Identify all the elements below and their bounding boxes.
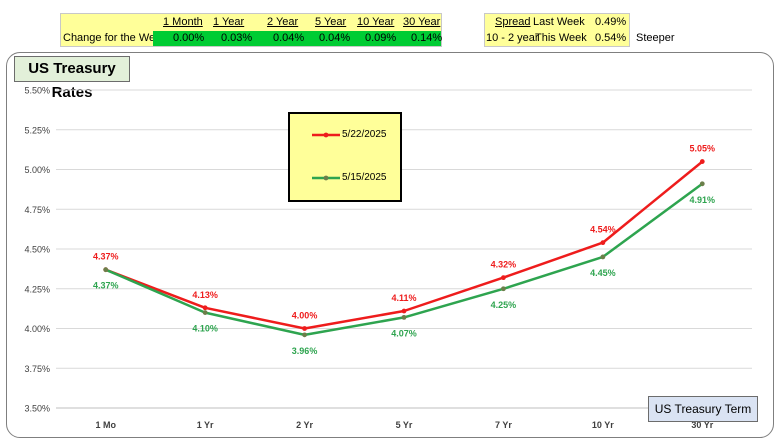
- x-tick-label: 5 Yr: [396, 420, 413, 430]
- col-header-5-year: 5 Year: [315, 16, 347, 28]
- data-point-series-1: [600, 240, 606, 246]
- data-point-series-2: [699, 181, 705, 187]
- y-tick-label: 4.75%: [24, 205, 50, 215]
- data-label-series-1: 4.11%: [391, 293, 416, 303]
- week-change-row-label: Change for the Week:: [63, 32, 170, 44]
- col-header-30-year: 30 Year: [403, 16, 441, 28]
- data-point-series-1: [202, 305, 208, 311]
- value-5-year: 0.04%: [319, 32, 351, 44]
- y-tick-label: 3.75%: [24, 364, 50, 374]
- legend-label-series-2: 5/15/2025: [342, 172, 387, 183]
- data-label-series-1: 4.13%: [192, 290, 218, 300]
- x-axis-categories: 1 Mo 1 Yr 2 Yr 5 Yr 7 Yr 10 Yr 30 Yr: [95, 420, 713, 430]
- data-label-series-1: 4.37%: [93, 252, 119, 262]
- spread-last-week-value: 0.49%: [595, 16, 627, 28]
- legend: 5/22/2025 5/15/2025: [288, 112, 402, 202]
- data-label-series-2: 4.07%: [391, 328, 417, 338]
- y-tick-label: 5.25%: [24, 125, 50, 135]
- data-point-series-2: [202, 310, 208, 315]
- spread-this-week-value: 0.54%: [595, 32, 627, 44]
- col-header-2-year: 2 Year: [267, 16, 299, 28]
- legend-marker-series-2: [323, 175, 329, 181]
- value-1-year: 0.03%: [221, 32, 253, 44]
- value-2-year: 0.04%: [273, 32, 305, 44]
- x-tick-label: 1 Mo: [95, 420, 116, 430]
- data-label-series-2: 4.10%: [192, 324, 218, 334]
- x-tick-label: 7 Yr: [495, 420, 512, 430]
- y-tick-label: 4.00%: [24, 324, 50, 334]
- spread-label: 10 - 2 year: [486, 32, 539, 44]
- spread-header: Spread: [495, 16, 531, 28]
- col-header-10-year: 10 Year: [357, 16, 395, 28]
- value-10-year: 0.09%: [365, 32, 397, 44]
- data-point-series-1: [699, 159, 705, 164]
- legend-marker-series-1: [323, 132, 329, 138]
- data-point-series-2: [103, 267, 109, 273]
- data-label-series-1: 4.00%: [292, 311, 318, 321]
- data-point-series-2: [401, 314, 407, 320]
- spread-this-week-label: This Week: [535, 32, 587, 44]
- legend-swatches: [312, 132, 340, 181]
- week-change-table: Change for the Week: 1 Month 1 Year 2 Ye…: [60, 13, 442, 47]
- y-tick-label: 4.50%: [24, 245, 50, 255]
- data-point-series-2: [501, 286, 506, 292]
- x-tick-label: 2 Yr: [296, 420, 313, 430]
- legend-label-series-1: 5/22/2025: [342, 129, 387, 140]
- data-label-series-2: 4.91%: [690, 195, 716, 205]
- data-labels: 4.37% 4.13% 4.00% 4.11% 4.32% 4.54% 5.05% 4.37%…: [93, 144, 715, 356]
- value-1-month: 0.00%: [173, 32, 205, 44]
- data-label-series-2: 4.37%: [93, 281, 119, 291]
- chart-title: US Treasury Rates: [14, 56, 130, 101]
- y-axis-ticks: 3.50% 3.75% 4.00% 4.25% 4.50% 4.75% 5.00% 5.25%…: [24, 86, 50, 414]
- data-point-series-2: [302, 332, 307, 338]
- data-label-series-2: 4.45%: [590, 268, 616, 278]
- week-change-values-band: [153, 31, 441, 46]
- col-header-1-year: 1 Year: [213, 16, 245, 28]
- series-lines: [103, 159, 705, 338]
- col-header-1-month: 1 Month: [163, 16, 203, 28]
- spread-last-week-label: Last Week: [533, 16, 585, 28]
- x-tick-label: 30 Yr: [691, 420, 713, 430]
- x-tick-label: 10 Yr: [592, 420, 614, 430]
- value-30-year: 0.14%: [411, 32, 443, 44]
- x-axis-title: US Treasury Term: [648, 396, 758, 422]
- series-line-1: [105, 160, 704, 330]
- data-label-series-1: 4.54%: [590, 225, 616, 235]
- data-label-series-1: 4.32%: [491, 260, 517, 270]
- spread-note: Steeper: [636, 32, 675, 44]
- grid-lines: [56, 89, 752, 409]
- data-point-series-1: [501, 275, 506, 281]
- data-label-series-2: 4.25%: [491, 300, 517, 310]
- spread-table: Spread 10 - 2 year Last Week This Week 0…: [484, 13, 630, 47]
- y-tick-label: 5.00%: [24, 165, 50, 175]
- data-point-series-1: [401, 308, 407, 314]
- y-tick-label: 4.25%: [24, 284, 50, 294]
- data-label-series-2: 3.96%: [292, 346, 318, 356]
- data-point-series-2: [600, 254, 606, 260]
- data-label-series-1: 5.05%: [690, 144, 716, 154]
- data-point-series-1: [302, 326, 307, 331]
- y-tick-label: 5.50%: [24, 86, 50, 96]
- x-tick-label: 1 Yr: [197, 420, 214, 430]
- y-tick-label: 3.50%: [24, 404, 50, 414]
